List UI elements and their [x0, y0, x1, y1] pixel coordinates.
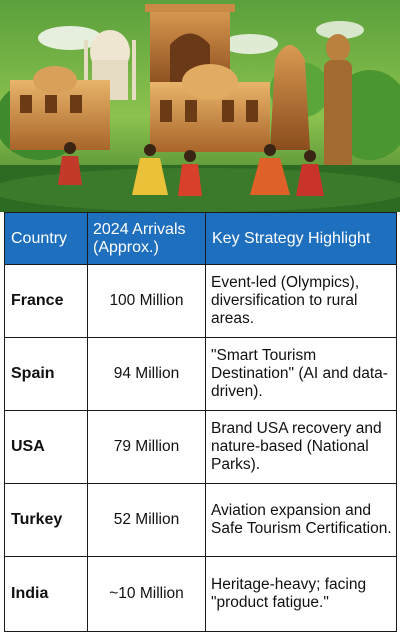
- table-row: France 100 Million Event-led (Olympics),…: [4, 264, 397, 338]
- india-heritage-collage-image: [0, 0, 400, 212]
- country-cell: USA: [4, 410, 88, 484]
- header-country: Country: [4, 212, 88, 265]
- country-cell: France: [4, 264, 88, 338]
- strategy-cell: "Smart Tourism Destination" (AI and data…: [205, 337, 397, 411]
- country-cell: Spain: [4, 337, 88, 411]
- strategy-cell: Brand USA recovery and nature-based (Nat…: [205, 410, 397, 484]
- strategy-cell: Event-led (Olympics), diversification to…: [205, 264, 397, 338]
- heritage-collage-illustration: [0, 0, 400, 212]
- country-cell: Turkey: [4, 483, 88, 557]
- table-row: Spain 94 Million "Smart Tourism Destinat…: [4, 337, 397, 411]
- country-cell: India: [4, 556, 88, 632]
- tourism-comparison-table: Country 2024 Arrivals (Approx.) Key Stra…: [4, 212, 397, 632]
- table-row: Turkey 52 Million Aviation expansion and…: [4, 483, 397, 557]
- strategy-cell: Heritage-heavy; facing "product fatigue.…: [205, 556, 397, 632]
- arrivals-cell: 94 Million: [87, 337, 206, 411]
- strategy-cell: Aviation expansion and Safe Tourism Cert…: [205, 483, 397, 557]
- arrivals-cell: 52 Million: [87, 483, 206, 557]
- arrivals-cell: ~10 Million: [87, 556, 206, 632]
- table-row: India ~10 Million Heritage-heavy; facing…: [4, 556, 397, 632]
- header-arrivals: 2024 Arrivals (Approx.): [87, 212, 206, 265]
- header-strategy: Key Strategy Highlight: [205, 212, 397, 265]
- arrivals-cell: 79 Million: [87, 410, 206, 484]
- table-header-row: Country 2024 Arrivals (Approx.) Key Stra…: [4, 212, 397, 265]
- arrivals-cell: 100 Million: [87, 264, 206, 338]
- table-row: USA 79 Million Brand USA recovery and na…: [4, 410, 397, 484]
